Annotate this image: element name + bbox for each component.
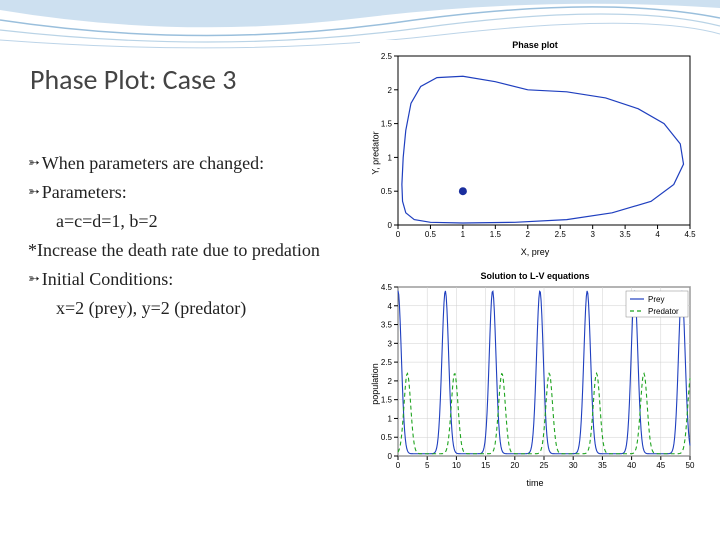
svg-text:10: 10: [452, 461, 461, 470]
bullet-icon: ➳: [28, 153, 40, 174]
svg-text:4: 4: [655, 230, 660, 239]
body-text-block: ➳When parameters are changed: ➳Parameter…: [28, 150, 348, 324]
body-line-2: a=c=d=1, b=2: [56, 211, 158, 231]
svg-text:0: 0: [396, 461, 401, 470]
svg-text:3: 3: [590, 230, 595, 239]
svg-text:0.5: 0.5: [425, 230, 437, 239]
phase-plot-svg: 0 0.5 1 1.5 2 2.5 3 3.5 4 4.5 0 0.5 1 1.5 2 2.5: [360, 50, 700, 245]
svg-text:0: 0: [388, 221, 393, 230]
svg-text:3.5: 3.5: [381, 321, 393, 330]
svg-text:25: 25: [540, 461, 549, 470]
body-line-4: Initial Conditions:: [42, 269, 174, 289]
body-line-0: When parameters are changed:: [42, 153, 264, 173]
svg-text:Prey: Prey: [648, 295, 664, 304]
svg-text:1.5: 1.5: [381, 396, 393, 405]
svg-text:0.5: 0.5: [381, 433, 393, 442]
svg-text:1: 1: [388, 153, 393, 162]
svg-text:0: 0: [388, 452, 393, 461]
svg-text:45: 45: [656, 461, 665, 470]
svg-text:1.5: 1.5: [490, 230, 502, 239]
time-plot-xlabel: time: [360, 478, 710, 488]
svg-text:50: 50: [686, 461, 695, 470]
time-plot-ylabel: population: [370, 363, 380, 405]
time-plot-svg: 0 5 10 15 20 25 30 35 40 45 50 0 0.5 1 1.5 2 2.5 3 3.5 4 4.5…: [360, 281, 700, 476]
svg-text:4.5: 4.5: [684, 230, 696, 239]
svg-text:Predator: Predator: [648, 307, 679, 316]
svg-text:3.5: 3.5: [620, 230, 632, 239]
svg-text:2: 2: [526, 230, 531, 239]
svg-text:1.5: 1.5: [381, 120, 393, 129]
svg-text:15: 15: [481, 461, 490, 470]
svg-text:35: 35: [598, 461, 607, 470]
svg-text:2: 2: [388, 86, 393, 95]
svg-text:0: 0: [396, 230, 401, 239]
time-series-plot: Solution to L-V equations population 0 5 1…: [360, 271, 710, 496]
phase-plot-title: Phase plot: [360, 40, 710, 50]
svg-text:2.5: 2.5: [381, 358, 393, 367]
svg-text:40: 40: [627, 461, 636, 470]
phase-plot-ylabel: Y, predator: [371, 131, 381, 174]
svg-text:30: 30: [569, 461, 578, 470]
body-line-1: Parameters:: [42, 182, 127, 202]
svg-text:4.5: 4.5: [381, 283, 393, 292]
bullet-icon: ➳: [28, 182, 40, 203]
svg-text:0.5: 0.5: [381, 187, 393, 196]
svg-text:4: 4: [388, 302, 393, 311]
phase-plot: Phase plot Y, predator 0 0.5 1 1.5 2 2.5 3 3.5 4…: [360, 40, 710, 265]
time-plot-title: Solution to L-V equations: [360, 271, 710, 281]
bullet-icon: ➳: [28, 269, 40, 290]
svg-text:2.5: 2.5: [381, 52, 393, 61]
svg-text:2: 2: [388, 377, 393, 386]
phase-plot-xlabel: X, prey: [360, 247, 710, 257]
charts-container: Phase plot Y, predator 0 0.5 1 1.5 2 2.5 3 3.5 4…: [360, 40, 710, 496]
svg-text:1: 1: [461, 230, 466, 239]
svg-text:2.5: 2.5: [555, 230, 567, 239]
body-line-3: *Increase the death rate due to predatio…: [28, 240, 320, 260]
body-line-5: x=2 (prey), y=2 (predator): [56, 298, 246, 318]
svg-text:3: 3: [388, 339, 393, 348]
svg-text:5: 5: [425, 461, 430, 470]
svg-text:1: 1: [388, 414, 393, 423]
svg-text:20: 20: [510, 461, 519, 470]
slide-title: Phase Plot: Case 3: [30, 62, 236, 97]
